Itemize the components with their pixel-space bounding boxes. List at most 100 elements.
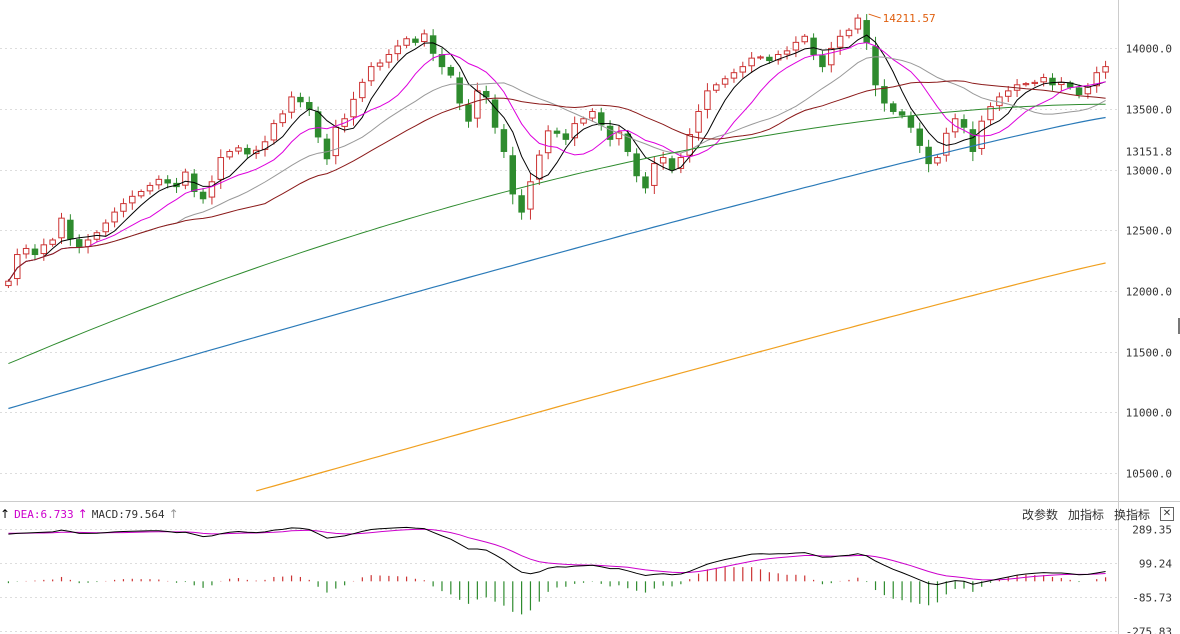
candle-body [854, 17, 862, 30]
candle-body [518, 195, 525, 213]
ma5-line [7, 34, 1106, 282]
candle-body [1031, 81, 1039, 84]
candle-body [67, 219, 74, 240]
ma20-line [7, 56, 1106, 282]
candle-body [713, 84, 720, 91]
candle-body [146, 184, 154, 192]
candle-body [403, 38, 410, 46]
macd-tick-label: -85.73 [1132, 592, 1172, 605]
candle-body [544, 130, 552, 154]
candle-body [960, 119, 968, 128]
candle-body [553, 130, 561, 134]
candle-body [385, 53, 393, 63]
price-tick-label: 12500.0 [1126, 225, 1172, 238]
candle-body [288, 96, 295, 113]
candle-body [1049, 77, 1056, 86]
switch-indicator-button[interactable]: 换指标 [1113, 507, 1150, 522]
candle-body [14, 254, 21, 280]
candle-body [527, 181, 534, 210]
candle-body [279, 113, 286, 124]
macd-tick-label: -275.83 [1126, 626, 1172, 634]
candle-body [536, 154, 543, 180]
candle-body [774, 53, 782, 61]
candle-body [500, 129, 508, 152]
price-tick-label: 12000.0 [1126, 286, 1172, 299]
candle-body [633, 153, 640, 177]
candle-body [695, 110, 702, 133]
candle-body [810, 37, 817, 55]
candle-body [1075, 87, 1083, 96]
indicator-toolbar: 改参数 加指标 换指标 ✕ [1022, 505, 1180, 523]
candle-body [421, 33, 428, 43]
candle-body [40, 244, 48, 255]
candle-body [297, 96, 304, 103]
candle-body [969, 129, 977, 152]
ma10-line [7, 42, 1106, 282]
candle-body [916, 128, 924, 146]
macd-tick-label: 289.35 [1132, 524, 1172, 537]
candle-body [1093, 72, 1100, 87]
candle-body [314, 111, 322, 138]
ma30-line [7, 80, 1106, 282]
candle-body [323, 138, 331, 160]
candle-body [766, 56, 773, 62]
candle-body [898, 111, 906, 116]
resize-handle[interactable] [1178, 318, 1180, 334]
macd-tick-label: 99.24 [1139, 558, 1172, 571]
candle-body [474, 90, 481, 119]
candle-body [739, 66, 747, 73]
candle-body [624, 133, 632, 152]
candle-body [58, 217, 65, 239]
candle-body [730, 72, 738, 79]
candle-body [872, 46, 879, 86]
candle-body [199, 191, 207, 200]
candle-body [509, 155, 517, 195]
candle-body [465, 104, 472, 122]
candle-body [615, 131, 623, 140]
change-params-button[interactable]: 改参数 [1021, 507, 1058, 522]
candle-body [332, 126, 340, 157]
candle-body [934, 157, 941, 164]
candle-body [792, 41, 800, 51]
candle-body [987, 106, 994, 121]
candle-body [129, 195, 136, 204]
candle-body [49, 239, 56, 245]
candle-body [721, 78, 729, 85]
candle-body [155, 178, 163, 186]
candle-body [226, 150, 233, 158]
dea-line [8, 528, 1106, 581]
close-icon[interactable]: ✕ [1160, 507, 1174, 521]
add-indicator-button[interactable]: 加指标 [1067, 507, 1104, 522]
candle-body [164, 179, 171, 184]
candle-body [651, 163, 658, 186]
price-tick-label: 13151.8 [1126, 146, 1172, 159]
candle-body [1084, 86, 1092, 95]
candle-body [597, 112, 605, 126]
price-tick-label: 10500.0 [1126, 468, 1172, 481]
candle-body [836, 35, 844, 48]
up-arrow-icon: ↑ [168, 507, 179, 521]
candle-body [394, 45, 401, 55]
candle-body [686, 134, 693, 156]
candle-body [235, 147, 242, 152]
candle-body [75, 239, 83, 248]
candle-body [5, 280, 12, 287]
dea-value-label: DEA:6.733 [14, 507, 74, 521]
candle-body [447, 66, 455, 76]
candle-body [907, 115, 915, 128]
candle-body [1102, 66, 1109, 73]
candle-body [828, 47, 835, 66]
candle-body [120, 203, 127, 212]
candle-body [863, 20, 870, 43]
ma120-line [8, 116, 1106, 410]
candle-body [22, 247, 30, 255]
candle-body [642, 176, 649, 189]
peak-price-label: 14211.57 [883, 12, 936, 25]
candle-body [925, 146, 932, 165]
candle-body [845, 29, 853, 37]
candle-body [306, 102, 313, 110]
candle-body [819, 55, 826, 68]
price-tick-label: 13000.0 [1126, 165, 1172, 178]
ma60-line [8, 103, 1106, 365]
